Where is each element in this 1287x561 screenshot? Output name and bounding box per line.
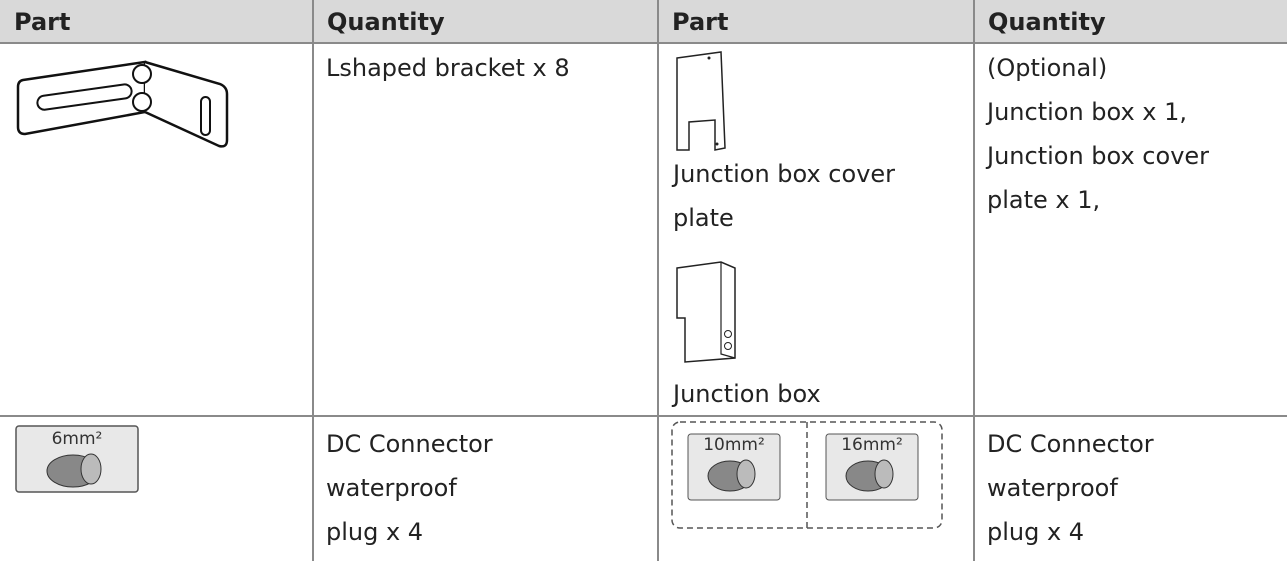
row-border [0, 42, 1287, 44]
text-line: Junction box x 1, [987, 98, 1188, 126]
header-cell: Part [0, 0, 313, 43]
connector-label: 16mm² [841, 435, 903, 455]
part-label: Junction box [673, 380, 821, 408]
text-line: waterproof [987, 474, 1118, 502]
quantity-text: DC Connector waterproof plug x 4 [975, 420, 1287, 556]
column-border [657, 0, 659, 561]
text-line: Junction box cover plate x 1, [987, 142, 1210, 214]
junction-box-image [676, 261, 736, 363]
quantity-text: DC Connector waterproof plug x 4 [314, 420, 657, 556]
connector-label: 10mm² [703, 435, 765, 455]
connector-group-image: 10mm² 16mm² [671, 421, 943, 529]
text-line: DC Connector [326, 430, 493, 458]
part-label: Junction box cover plate [673, 160, 896, 232]
cover-plate-image [676, 51, 726, 151]
column-border [312, 0, 314, 561]
text-line: plug x 4 [987, 518, 1085, 546]
row-border [0, 415, 1287, 417]
header-cell: Quantity [974, 0, 1287, 43]
quantity-text: Lshaped bracket x 8 [326, 54, 570, 82]
part-cell: Junction box cover plate Junction box [659, 44, 973, 415]
connector-image: 6mm² [15, 425, 139, 493]
text-line: DC Connector [987, 430, 1154, 458]
quantity-text: (Optional) Junction box x 1, Junction box … [975, 44, 1287, 224]
header-cell: Quantity [313, 0, 658, 43]
text-line: (Optional) [987, 54, 1108, 82]
header-cell: Part [658, 0, 974, 43]
text-line: plug x 4 [326, 518, 424, 546]
bracket-image [16, 60, 229, 148]
text-line: waterproof [326, 474, 457, 502]
column-border [973, 0, 975, 561]
connector-label: 6mm² [52, 429, 103, 449]
